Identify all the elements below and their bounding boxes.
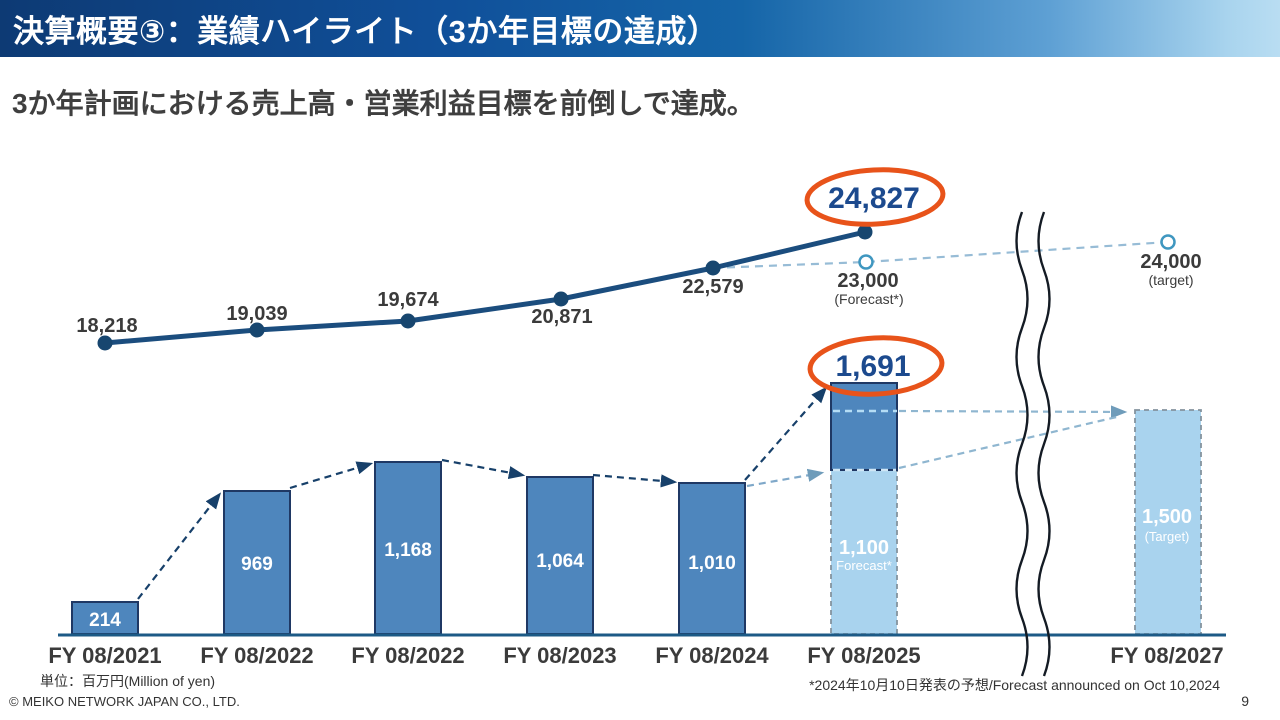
axis-break-icon xyxy=(1015,211,1051,677)
point-19674 xyxy=(400,313,416,329)
xlabel-fy2022a: FY 08/2022 xyxy=(200,643,313,668)
point-18218 xyxy=(97,335,113,351)
wavy-line-left xyxy=(1015,211,1029,677)
unit-note: 単位：百万円(Million of yen) xyxy=(40,673,216,689)
bar-fy2022b xyxy=(374,461,442,635)
label-1010: 1,010 xyxy=(688,553,736,574)
label-23000: 23,000 xyxy=(837,270,898,292)
header-band: 決算概要③：業績ハイライト（3か年目標の達成） xyxy=(0,0,1280,57)
highlight-ellipse-profit xyxy=(807,335,945,397)
marker-24000 xyxy=(1160,234,1176,250)
revenue-line xyxy=(102,229,868,346)
bar-fy2027-target xyxy=(1134,409,1202,635)
wavy-line-right xyxy=(1037,211,1051,677)
label-24827-highlighted: 24,827 xyxy=(828,182,920,215)
xlabel-fy2023: FY 08/2023 xyxy=(503,643,616,668)
label-214: 214 xyxy=(89,610,121,631)
revenue-forecast-dash xyxy=(712,240,1169,270)
target-level-dash xyxy=(898,405,1128,419)
bar-fy2025-forecast xyxy=(830,469,898,635)
page-title: 決算概要③：業績ハイライト（3か年目標の達成） xyxy=(13,14,719,49)
bar-series-actual xyxy=(71,461,746,635)
label-1064: 1,064 xyxy=(536,551,584,572)
arrow-1168-1064 xyxy=(441,458,526,480)
xlabel-fy2025: FY 08/2025 xyxy=(807,643,920,668)
label-18218: 18,218 xyxy=(76,315,137,337)
point-20871 xyxy=(553,291,569,307)
xlabel-fy2021: FY 08/2021 xyxy=(48,643,161,668)
point-19039 xyxy=(249,322,265,338)
label-22579: 22,579 xyxy=(682,276,743,298)
xlabel-fy2027: FY 08/2027 xyxy=(1110,643,1223,668)
highlight-ellipse-revenue xyxy=(804,167,946,227)
bar-trend-arrows xyxy=(137,386,828,600)
copyright: © MEIKO NETWORK JAPAN CO., LTD. xyxy=(9,694,240,709)
label-1168: 1,168 xyxy=(384,540,432,561)
bar-fy2023 xyxy=(526,476,594,635)
slide-subtitle: 3か年計画における売上高・営業利益目標を前倒しで達成。 xyxy=(12,88,755,119)
marker-23000 xyxy=(858,254,874,270)
label-969: 969 xyxy=(241,554,273,575)
label-24000-note: (target) xyxy=(1148,272,1193,288)
label-23000-note: (Forecast*) xyxy=(834,291,903,307)
arrow-1010-1691 xyxy=(744,386,828,481)
arrow-969-1168 xyxy=(289,461,374,490)
bar-fy2025-actual xyxy=(830,382,898,471)
forecast-footnote: *2024年10月10日発表の予想/Forecast announced on … xyxy=(809,677,1220,693)
revenue-line-markers xyxy=(97,224,873,351)
combo-chart: 18,218 19,039 19,674 20,871 22,579 24,82… xyxy=(48,167,1226,677)
label-19039: 19,039 xyxy=(226,303,287,325)
bar-fy2022a xyxy=(223,490,291,635)
label-1100-note: Forecast* xyxy=(836,558,892,573)
page-number: 9 xyxy=(1241,693,1249,709)
arrow-214-969 xyxy=(137,492,222,600)
label-1691-highlighted: 1,691 xyxy=(835,350,910,383)
point-22579 xyxy=(705,260,721,276)
label-19674: 19,674 xyxy=(377,289,439,311)
label-20871: 20,871 xyxy=(531,306,592,328)
label-1100: 1,100 xyxy=(839,537,889,559)
label-1500-note: (Target) xyxy=(1145,529,1190,544)
label-1500: 1,500 xyxy=(1142,506,1192,528)
point-24827 xyxy=(857,224,873,240)
xlabel-fy2022b: FY 08/2022 xyxy=(351,643,464,668)
label-24000: 24,000 xyxy=(1140,251,1201,273)
arrow-1010-1100 xyxy=(746,468,825,488)
xlabel-fy2024: FY 08/2024 xyxy=(655,643,769,668)
arrow-1064-1010 xyxy=(592,473,678,488)
forecast-to-target-dash xyxy=(898,414,1122,470)
